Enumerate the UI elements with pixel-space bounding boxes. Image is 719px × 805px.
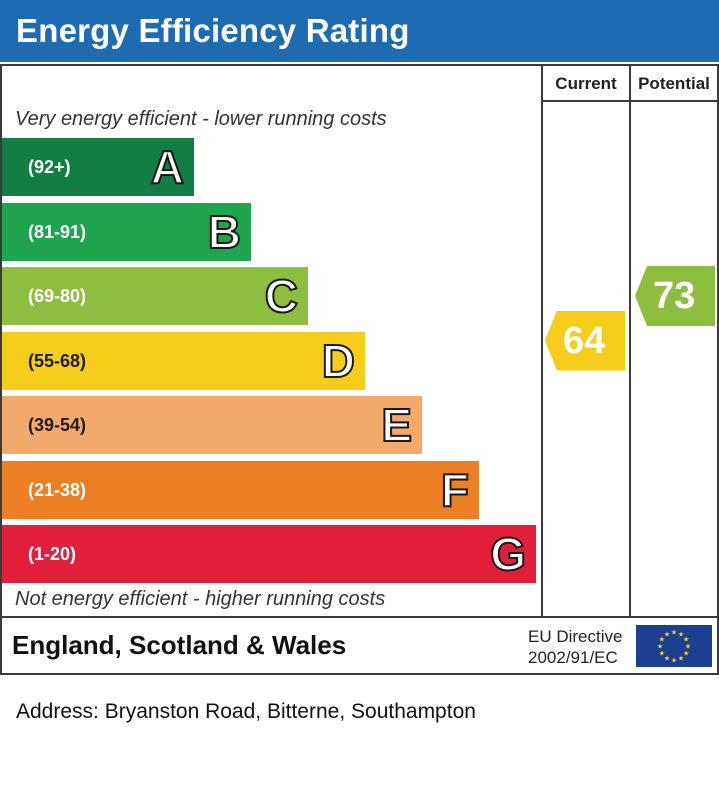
footer-divider bbox=[0, 616, 719, 618]
band-a-range: (92+) bbox=[28, 157, 71, 177]
current-column-divider bbox=[541, 64, 543, 618]
band-b-bar: (81-91) B bbox=[2, 202, 251, 261]
chart-title: Energy Efficiency Rating bbox=[0, 0, 719, 62]
eu-star-icon: ★ bbox=[671, 657, 677, 665]
potential-column-divider bbox=[629, 64, 631, 618]
band-a-bar: (92+) A bbox=[2, 138, 194, 196]
band-f-range: (21-38) bbox=[28, 479, 87, 500]
property-address: Address: Bryanston Road, Bitterne, South… bbox=[16, 700, 476, 723]
band-d-letter: D bbox=[321, 334, 356, 388]
eu-star-icon: ★ bbox=[685, 643, 691, 651]
band-e-letter: E bbox=[380, 398, 413, 452]
eu-directive-line1: EU Directive bbox=[528, 627, 623, 646]
potential-rating-value: 73 bbox=[653, 275, 696, 317]
eu-star-icon: ★ bbox=[659, 636, 665, 644]
current-rating-arrow: 64 bbox=[545, 310, 625, 371]
current-column-header: Current bbox=[555, 74, 617, 93]
eu-star-icon: ★ bbox=[664, 655, 670, 663]
band-c-letter: C bbox=[264, 269, 299, 323]
band-b-range: (81-91) bbox=[28, 221, 87, 242]
eu-star-icon: ★ bbox=[683, 636, 689, 644]
band-a-letter: A bbox=[150, 140, 185, 194]
band-g-bar: (1-20) G bbox=[2, 525, 536, 583]
band-e-bar: (39-54) E bbox=[2, 396, 422, 454]
potential-column-header: Potential bbox=[638, 74, 710, 93]
eu-star-icon: ★ bbox=[664, 630, 670, 638]
band-g-letter: G bbox=[489, 527, 527, 581]
band-c-bar: (69-80) C bbox=[2, 267, 308, 325]
bottom-note: Not energy efficient - higher running co… bbox=[15, 588, 386, 610]
eu-flag-icon: ★ ★ ★ ★ ★ ★ ★ ★ ★ ★ ★ ★ bbox=[636, 625, 712, 667]
current-rating-value: 64 bbox=[563, 319, 606, 362]
eu-directive-line2: 2002/91/EC bbox=[528, 648, 618, 667]
band-b-letter: B bbox=[207, 205, 242, 259]
eu-star-icon: ★ bbox=[678, 630, 684, 638]
eu-star-icon: ★ bbox=[683, 650, 689, 658]
eu-star-icon: ★ bbox=[657, 643, 663, 651]
column-header-divider bbox=[541, 100, 719, 102]
band-g-range: (1-20) bbox=[28, 544, 77, 564]
band-d-range: (55-68) bbox=[28, 350, 87, 371]
eu-star-icon: ★ bbox=[659, 650, 665, 658]
potential-rating-arrow: 73 bbox=[635, 266, 715, 326]
eu-star-icon: ★ bbox=[671, 629, 677, 637]
rating-frame bbox=[0, 64, 719, 675]
region-label: England, Scotland & Wales bbox=[12, 630, 347, 660]
eu-directive-label: EU Directive 2002/91/EC bbox=[528, 626, 622, 668]
band-c-range: (69-80) bbox=[28, 286, 87, 306]
eu-star-icon: ★ bbox=[678, 655, 684, 663]
band-d-bar: (55-68) D bbox=[2, 331, 365, 390]
top-note: Very energy efficient - lower running co… bbox=[15, 108, 387, 130]
band-f-letter: F bbox=[440, 463, 470, 517]
band-e-range: (39-54) bbox=[28, 415, 87, 435]
band-f-bar: (21-38) F bbox=[2, 460, 479, 519]
